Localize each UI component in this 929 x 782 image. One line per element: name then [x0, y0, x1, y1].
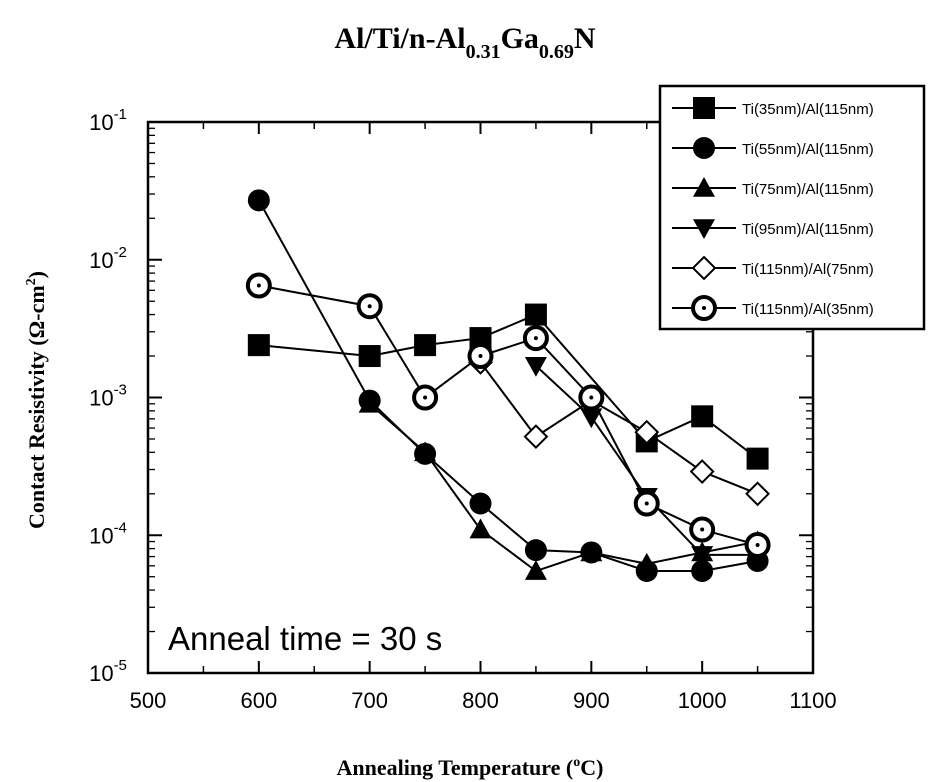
series-0-point-0: [247, 334, 270, 357]
series-5-point-1: [356, 293, 383, 320]
series-3-point-3: [691, 546, 714, 566]
series-0-point-2: [414, 334, 437, 357]
legend-marker-3: [693, 219, 715, 239]
x-tick-label-500: 500: [130, 688, 167, 713]
series-line-2: [369, 403, 758, 573]
x-axis-label-main: Annealing Temperature (: [337, 755, 574, 780]
series-2-point-4: [580, 541, 603, 562]
series-4-point-3: [634, 419, 660, 445]
series-0-point-6: [691, 405, 714, 428]
legend-marker-4: [691, 255, 717, 281]
y-tick-label-2: 10-3: [89, 382, 127, 411]
legend-entry-2: Ti(75nm)/Al(115nm): [672, 177, 874, 198]
y-tick-label-1: 10-4: [89, 519, 127, 548]
legend-marker-2: [693, 177, 715, 197]
y-tick-label-0: 10-5: [89, 657, 127, 686]
series-4-point-5: [745, 481, 770, 507]
chart-title-part-1: 0.31: [466, 41, 501, 63]
series-0-point-1: [358, 345, 381, 368]
y-axis-label-main: Contact Resistivity (Ω-cm: [24, 285, 49, 529]
series-5-point-6: [633, 490, 660, 517]
legend-entry-4: Ti(115nm)/Al(75nm): [672, 255, 874, 281]
series-1-point-3: [469, 492, 492, 515]
x-tick-label-800: 800: [462, 688, 499, 713]
x-tick-label-1000: 1000: [678, 688, 727, 713]
x-tick-label-1100: 1100: [789, 688, 836, 713]
series-1-point-0: [247, 189, 270, 212]
chart-title-part-0: Al/Ti/n-Al: [334, 22, 465, 55]
series-2-point-3: [524, 560, 547, 580]
series-5-point-5: [578, 384, 605, 411]
y-axis-label-sup: 2: [24, 278, 39, 285]
series-1-point-4: [524, 539, 547, 562]
series-5-point-0: [245, 272, 272, 299]
x-axis-label: Annealing Temperature (oC): [337, 755, 604, 780]
y-tick-label-4: 10-1: [89, 106, 127, 135]
series-2-point-0: [358, 392, 381, 413]
series-0-point-3: [469, 327, 492, 350]
series-5-point-2: [412, 384, 439, 411]
legend-entry-0: Ti(35nm)/Al(115nm): [672, 97, 874, 119]
series-2-point-5: [635, 552, 658, 573]
chart-title-part-4: N: [574, 22, 596, 55]
series-0-point-4: [524, 303, 547, 326]
series-4-point-4: [689, 459, 715, 484]
x-axis-label-tail: C): [580, 755, 603, 780]
x-tick-label-600: 600: [240, 688, 277, 713]
legend-box: [658, 84, 926, 331]
chart-title: Al/Ti/n-Al0.31Ga0.69N: [334, 22, 596, 63]
legend-entry-3: Ti(95nm)/Al(115nm): [672, 219, 874, 239]
y-tick-label-3: 10-2: [89, 244, 127, 273]
series-layer: [245, 189, 771, 583]
series-line-3: [535, 365, 758, 556]
legend-marker-1: [693, 137, 715, 159]
series-5-point-4: [522, 325, 549, 352]
series-5-point-8: [744, 531, 771, 558]
legend-marker-0: [693, 97, 715, 119]
y-tick-labels: 10-5 10-4 10-3 10-2 10-1: [89, 106, 127, 686]
legend-entry-5: Ti(115nm)/Al(35nm): [672, 295, 874, 321]
series-5-point-3: [467, 343, 494, 370]
legend-entry-1: Ti(55nm)/Al(115nm): [672, 137, 874, 159]
legend: Ti(35nm)/Al(115nm) Ti(55nm)/Al(115nm) Ti(7…: [658, 84, 926, 331]
x-tick-label-900: 900: [573, 688, 610, 713]
series-0-point-7: [746, 447, 769, 470]
series-2-point-1: [414, 441, 437, 462]
y-axis-label-tail: ): [24, 271, 49, 278]
chart-title-part-2: Ga: [501, 22, 539, 55]
series-2-point-2: [469, 518, 492, 539]
legend-marker-5: [691, 295, 717, 321]
legend-label-3: Ti(95nm)/Al(115nm): [742, 221, 874, 238]
legend-label-5: Ti(115nm)/Al(35nm): [742, 301, 874, 318]
x-tick-labels: 500 600 700 800 900 1000 1100: [130, 688, 837, 713]
series-4-point-1: [523, 424, 549, 450]
legend-label-1: Ti(55nm)/Al(115nm): [742, 141, 874, 158]
x-axis-label-sup: o: [573, 755, 580, 770]
x-tick-label-700: 700: [351, 688, 388, 713]
series-1-point-7: [691, 560, 714, 583]
annotation-anneal-time: Anneal time = 30 s: [168, 620, 442, 657]
series-5-point-7: [689, 516, 716, 543]
series-line-4: [479, 361, 758, 495]
series-3-point-0: [524, 356, 547, 377]
legend-label-2: Ti(75nm)/Al(115nm): [742, 181, 874, 198]
chart-title-part-3: 0.69: [539, 41, 574, 63]
legend-label-4: Ti(115nm)/Al(75nm): [742, 261, 874, 278]
legend-label-0: Ti(35nm)/Al(115nm): [742, 101, 874, 118]
y-axis-label: Contact Resistivity (Ω-cm2): [24, 271, 49, 529]
series-3-point-1: [580, 408, 603, 429]
